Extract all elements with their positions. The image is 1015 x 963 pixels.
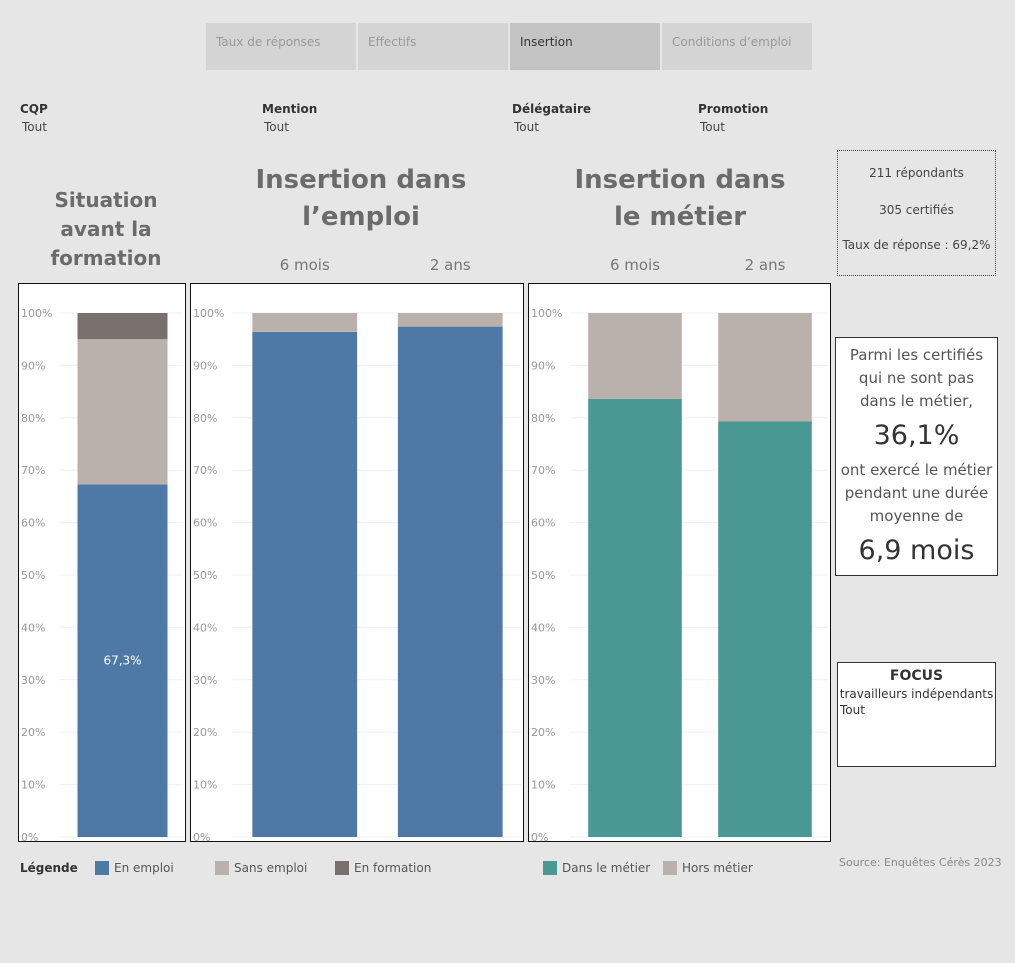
chart: 0% 10% 20% 30% 40% 50% 60% 70% 80% 90% 100% 6 mois 2…	[528, 256, 831, 843]
legend-label: En emploi	[114, 861, 174, 875]
bar-segment	[397, 326, 503, 837]
filter-value[interactable]: Tout	[700, 120, 725, 134]
chart: 0% 10% 20% 30% 40% 50% 60% 70% 80% 90% 100% 67,3%	[18, 283, 186, 843]
bar-segment	[718, 421, 812, 837]
chart-title: Insertion dans le métier	[574, 165, 786, 232]
bar-segment	[588, 313, 682, 399]
chart-title: Situation avant la formation	[50, 188, 162, 270]
y-tick-label: 30%	[193, 674, 217, 687]
y-tick-label: 80%	[21, 412, 45, 425]
y-tick-label: 0%	[193, 831, 210, 843]
bar-segment	[77, 484, 168, 837]
filter-label: Mention	[262, 102, 318, 116]
y-tick-label: 50%	[531, 569, 555, 582]
filter-label: Promotion	[698, 102, 769, 116]
y-tick-label: 70%	[193, 464, 217, 477]
y-tick-label: 80%	[193, 412, 217, 425]
y-tick-label: 30%	[21, 674, 45, 687]
y-tick-label: 10%	[21, 779, 45, 792]
y-tick-label: 60%	[193, 517, 217, 530]
y-tick-label: 20%	[193, 726, 217, 739]
source: Source: Enquêtes Cérès 2023	[839, 856, 1002, 869]
y-tick-label: 100%	[21, 307, 52, 320]
x-tick-label: 6 mois	[280, 256, 330, 274]
bar-segment	[252, 313, 358, 332]
y-tick-label: 10%	[193, 779, 217, 792]
bar-segment	[252, 331, 358, 837]
y-tick-label: 80%	[531, 412, 555, 425]
bar-segment	[77, 313, 168, 340]
y-tick-label: 60%	[21, 517, 45, 530]
y-tick-label: 100%	[531, 307, 562, 320]
y-tick-label: 90%	[531, 359, 555, 372]
bar-segment	[397, 313, 503, 327]
chart: 0% 10% 20% 30% 40% 50% 60% 70% 80% 90% 100% 6 mois 2…	[190, 256, 524, 843]
y-tick-label: 40%	[531, 621, 555, 634]
data-label: 67,3%	[103, 654, 141, 668]
chart-title: Insertion dans l’emploi	[255, 165, 467, 232]
y-tick-label: 90%	[193, 359, 217, 372]
legend-title: Légende	[20, 861, 78, 875]
rate: 69,2%	[952, 238, 991, 252]
stats-box: 211 répondants 305 certifiés Taux de rép…	[837, 150, 996, 276]
focus-title: FOCUS	[889, 668, 944, 684]
focus-value: Tout	[840, 703, 865, 717]
y-tick-label: 50%	[193, 569, 217, 582]
legend-swatch	[215, 861, 229, 875]
y-tick-label: 10%	[531, 779, 555, 792]
certified: 305 certifiés	[879, 203, 954, 217]
focus-subtitle: travailleurs indépendants	[839, 687, 994, 701]
legend-swatch	[335, 861, 349, 875]
bar-segment	[718, 313, 812, 422]
legend-swatch	[95, 861, 109, 875]
tab[interactable]: Conditions d’emploi	[662, 23, 812, 70]
filter-label: CQP	[20, 102, 48, 116]
respondents: 211 répondants	[869, 166, 964, 180]
rate-label: Taux de réponse :	[842, 238, 949, 252]
y-tick-label: 60%	[531, 517, 555, 530]
x-tick-label: 2 ans	[430, 256, 471, 274]
legend-label: En formation	[354, 861, 432, 875]
legend-swatch	[543, 861, 557, 875]
callout-middle: ont exercé le métier pendant une durée m…	[840, 461, 993, 525]
callout-box: Parmi les certifiés qui ne sont pas dans…	[835, 337, 998, 576]
y-tick-label: 50%	[21, 569, 45, 582]
y-tick-label: 20%	[21, 726, 45, 739]
y-tick-label: 0%	[531, 831, 548, 843]
focus-box: FOCUS travailleurs indépendants Tout	[837, 662, 996, 767]
legend-label: Hors métier	[682, 861, 753, 875]
y-tick-label: 70%	[21, 464, 45, 477]
filter-label: Délégataire	[512, 102, 592, 116]
y-tick-label: 70%	[531, 464, 555, 477]
filter-value[interactable]: Tout	[514, 120, 539, 134]
tab[interactable]: Effectifs	[358, 23, 508, 70]
y-tick-label: 100%	[193, 307, 224, 320]
y-tick-label: 40%	[193, 621, 217, 634]
callout-intro: Parmi les certifiés qui ne sont pas dans…	[849, 346, 984, 410]
filter-value[interactable]: Tout	[264, 120, 289, 134]
callout-share: 36,1%	[873, 420, 960, 451]
y-tick-label: 0%	[21, 831, 38, 843]
tab[interactable]: Taux de réponses	[206, 23, 356, 70]
bar-segment	[77, 339, 168, 485]
callout-duration: 6,9 mois	[858, 535, 975, 566]
filter-value[interactable]: Tout	[22, 120, 47, 134]
tab[interactable]: Insertion	[510, 23, 660, 70]
y-tick-label: 30%	[531, 674, 555, 687]
y-tick-label: 20%	[531, 726, 555, 739]
legend-swatch	[663, 861, 677, 875]
y-tick-label: 40%	[21, 621, 45, 634]
legend-label: Dans le métier	[562, 861, 651, 875]
y-tick-label: 90%	[21, 359, 45, 372]
legend-label: Sans emploi	[234, 861, 308, 875]
x-tick-label: 2 ans	[745, 256, 786, 274]
x-tick-label: 6 mois	[610, 256, 660, 274]
bar-segment	[588, 398, 682, 837]
